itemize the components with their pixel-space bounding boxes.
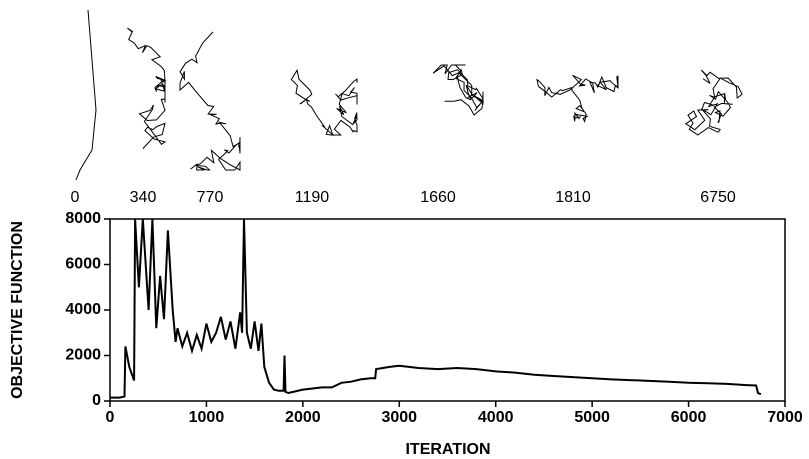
snapshot-structure: [179, 31, 241, 171]
y-tick-label: 4000: [65, 301, 101, 318]
data-line: [110, 218, 762, 399]
x-axis-label: ITERATION: [405, 441, 490, 458]
x-tick-label: 4000: [478, 409, 514, 426]
snapshot-structure: [127, 27, 167, 149]
snapshot-structure: [684, 69, 743, 136]
snapshot-structure: [432, 64, 484, 116]
y-tick-label: 0: [92, 392, 101, 409]
y-axis-label: OBJECTIVE FUNCTION: [9, 221, 26, 399]
y-tick-label: 2000: [65, 347, 101, 364]
snapshot-label: 1660: [420, 189, 456, 206]
x-tick-label: 6000: [671, 409, 707, 426]
plot-frame: [109, 218, 786, 402]
snapshot-label: 770: [197, 189, 224, 206]
snapshot-label: 340: [130, 189, 157, 206]
x-tick-label: 3000: [381, 409, 417, 426]
snapshot-structure: [536, 74, 619, 123]
snapshot-label: 6750: [700, 189, 736, 206]
x-tick-label: 2000: [285, 409, 321, 426]
snapshot-structure: [75, 9, 97, 181]
x-tick-label: 5000: [574, 409, 610, 426]
x-tick-label: 0: [106, 409, 115, 426]
y-tick-label: 6000: [65, 256, 101, 273]
x-tick-label: 1000: [189, 409, 225, 426]
snapshot-label: 0: [71, 189, 80, 206]
snapshot-label: 1810: [555, 189, 591, 206]
y-tick-label: 8000: [65, 210, 101, 227]
x-tick-label: 7000: [767, 409, 803, 426]
snapshot-structure: [290, 68, 358, 137]
snapshot-label: 1190: [295, 189, 330, 206]
